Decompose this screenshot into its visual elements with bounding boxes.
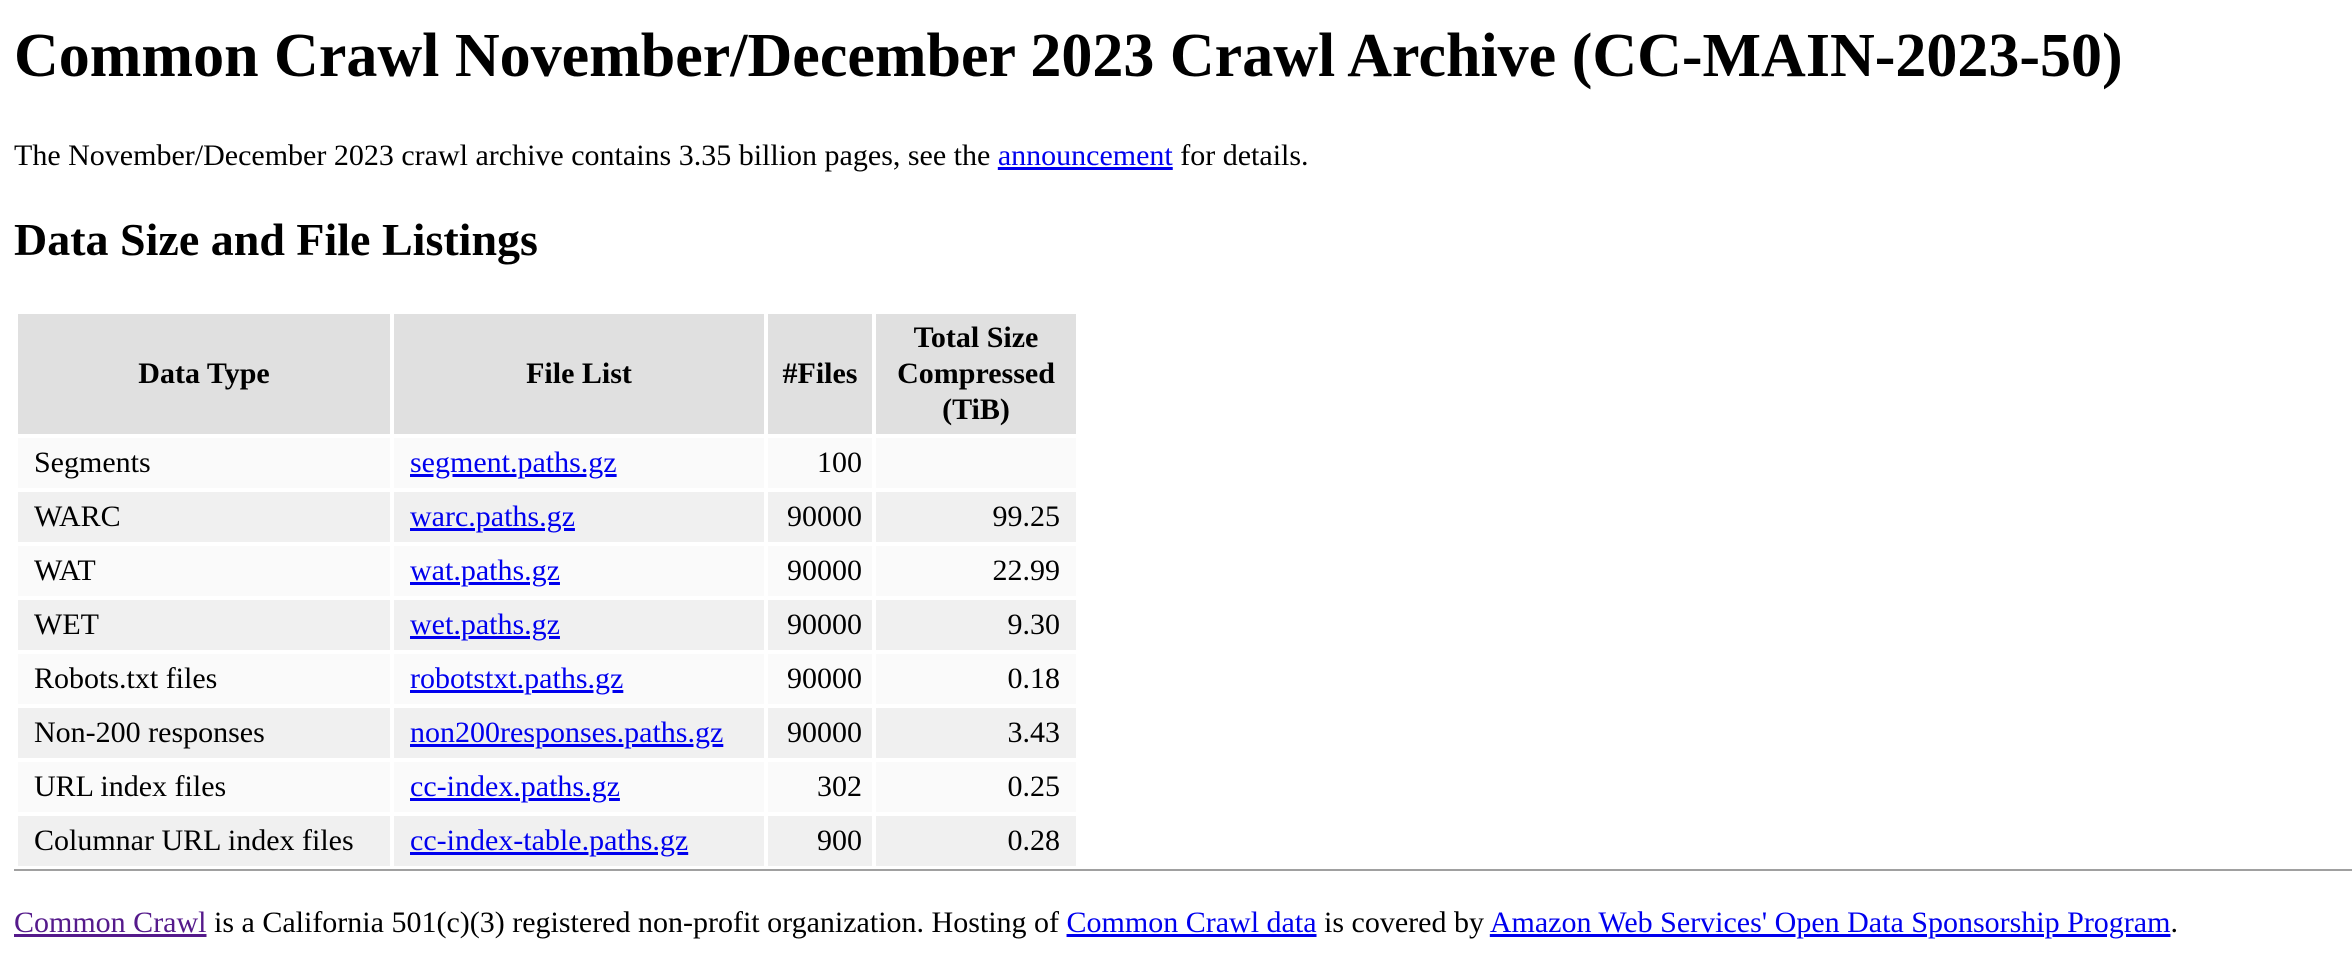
cell-files-count: 302 xyxy=(768,762,872,812)
footer-text-3: . xyxy=(2170,906,2178,939)
cell-data-type: Robots.txt files xyxy=(18,654,390,704)
cell-total-size: 0.25 xyxy=(876,762,1076,812)
cell-total-size: 99.25 xyxy=(876,492,1076,542)
cell-files-count: 900 xyxy=(768,816,872,866)
table-row: Segments segment.paths.gz 100 xyxy=(18,438,1076,488)
intro-text-after: for details. xyxy=(1172,139,1309,172)
cell-data-type: URL index files xyxy=(18,762,390,812)
announcement-link[interactable]: announcement xyxy=(997,139,1173,172)
cell-data-type: WET xyxy=(18,600,390,650)
file-list-link[interactable]: segment.paths.gz xyxy=(410,446,617,479)
cell-files-count: 90000 xyxy=(768,546,872,596)
cell-total-size: 22.99 xyxy=(876,546,1076,596)
cell-file-list: cc-index.paths.gz xyxy=(394,762,764,812)
header-total-size: Total Size Compressed (TiB) xyxy=(876,314,1076,434)
header-total-size-line1: Total Size xyxy=(913,321,1039,354)
file-list-link[interactable]: wat.paths.gz xyxy=(410,554,560,587)
table-row: WAT wat.paths.gz 90000 22.99 xyxy=(18,546,1076,596)
header-files-count: #Files xyxy=(768,314,872,434)
table-body: Segments segment.paths.gz 100 WARC warc.path… xyxy=(18,438,1076,866)
footer-text-2: is covered by xyxy=(1316,906,1490,939)
table-row: WET wet.paths.gz 90000 9.30 xyxy=(18,600,1076,650)
cell-file-list: wet.paths.gz xyxy=(394,600,764,650)
common-crawl-link[interactable]: Common Crawl xyxy=(14,906,207,939)
file-listings-table: Data Type File List #Files Total Size Com… xyxy=(14,310,1080,870)
file-list-link[interactable]: robotstxt.paths.gz xyxy=(410,662,624,695)
cell-total-size xyxy=(876,438,1076,488)
cell-files-count: 100 xyxy=(768,438,872,488)
horizontal-rule xyxy=(14,869,2352,871)
cell-total-size: 0.28 xyxy=(876,816,1076,866)
table-header-row: Data Type File List #Files Total Size Com… xyxy=(18,314,1076,434)
header-total-size-line2: Compressed (TiB) xyxy=(897,357,1055,426)
cell-files-count: 90000 xyxy=(768,600,872,650)
cell-files-count: 90000 xyxy=(768,492,872,542)
intro-paragraph: The November/December 2023 crawl archive… xyxy=(14,136,1309,176)
section-heading: Data Size and File Listings xyxy=(14,214,538,265)
cell-file-list: segment.paths.gz xyxy=(394,438,764,488)
intro-text-before: The November/December 2023 crawl archive… xyxy=(14,139,998,172)
table-row: Non-200 responses non200responses.paths.g… xyxy=(18,708,1076,758)
header-file-list: File List xyxy=(394,314,764,434)
table-row: URL index files cc-index.paths.gz 302 0.25 xyxy=(18,762,1076,812)
footer-text-1: is a California 501(c)(3) registered non… xyxy=(206,906,1067,939)
file-list-link[interactable]: non200responses.paths.gz xyxy=(410,716,724,749)
common-crawl-data-link[interactable]: Common Crawl data xyxy=(1066,906,1317,939)
file-list-link[interactable]: warc.paths.gz xyxy=(410,500,575,533)
cell-files-count: 90000 xyxy=(768,708,872,758)
cell-data-type: Columnar URL index files xyxy=(18,816,390,866)
cell-file-list: cc-index-table.paths.gz xyxy=(394,816,764,866)
cell-data-type: WAT xyxy=(18,546,390,596)
cell-file-list: warc.paths.gz xyxy=(394,492,764,542)
cell-data-type: WARC xyxy=(18,492,390,542)
cell-total-size: 0.18 xyxy=(876,654,1076,704)
table-row: WARC warc.paths.gz 90000 99.25 xyxy=(18,492,1076,542)
cell-files-count: 90000 xyxy=(768,654,872,704)
file-list-link[interactable]: cc-index-table.paths.gz xyxy=(410,824,689,857)
cell-file-list: non200responses.paths.gz xyxy=(394,708,764,758)
file-list-link[interactable]: cc-index.paths.gz xyxy=(410,770,620,803)
cell-data-type: Segments xyxy=(18,438,390,488)
aws-open-data-link[interactable]: Amazon Web Services' Open Data Sponsorsh… xyxy=(1489,906,2171,939)
file-list-link[interactable]: wet.paths.gz xyxy=(410,608,560,641)
cell-file-list: robotstxt.paths.gz xyxy=(394,654,764,704)
header-data-type: Data Type xyxy=(18,314,390,434)
cell-total-size: 9.30 xyxy=(876,600,1076,650)
footer: Common Crawl is a California 501(c)(3) r… xyxy=(14,903,2178,943)
page-title: Common Crawl November/December 2023 Craw… xyxy=(14,22,2123,90)
cell-data-type: Non-200 responses xyxy=(18,708,390,758)
table-row: Robots.txt files robotstxt.paths.gz 90000 0… xyxy=(18,654,1076,704)
table-row: Columnar URL index files cc-index-table.p… xyxy=(18,816,1076,866)
cell-file-list: wat.paths.gz xyxy=(394,546,764,596)
cell-total-size: 3.43 xyxy=(876,708,1076,758)
